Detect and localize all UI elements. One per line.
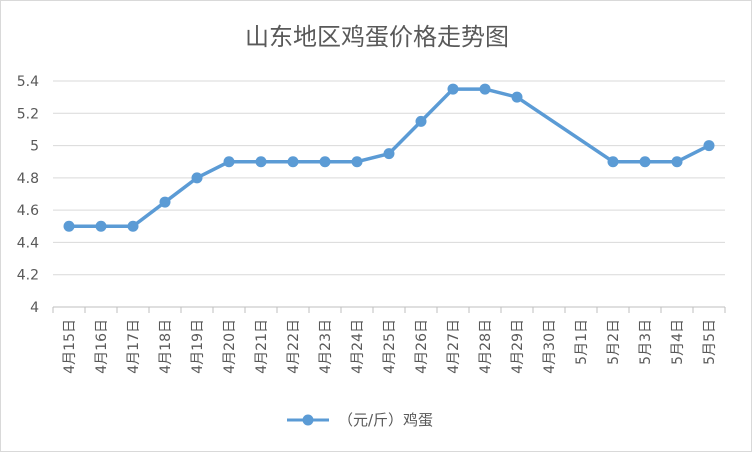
x-tick-label: 5月2日 — [606, 319, 622, 365]
x-tick-label: 4月17日 — [126, 319, 142, 374]
x-tick-label: 4月24日 — [350, 319, 366, 374]
x-tick-label: 4月26日 — [414, 319, 430, 374]
data-point — [63, 220, 75, 232]
series-layer — [63, 83, 715, 232]
data-point — [223, 156, 235, 168]
x-tick-label: 4月20日 — [222, 319, 238, 374]
data-point — [511, 91, 523, 103]
data-point — [287, 156, 299, 168]
x-tick-label: 5月5日 — [702, 319, 718, 365]
x-tick-label: 4月23日 — [318, 319, 334, 374]
data-point — [639, 156, 651, 168]
y-axis: 4 4.2 4.4 4.6 4.8 5 5.2 5.4 — [17, 74, 39, 316]
x-tick-label: 4月22日 — [286, 319, 302, 374]
legend-label: （元/斤）鸡蛋 — [338, 411, 433, 429]
x-tick-label: 5月1日 — [574, 319, 590, 365]
legend-dot-marker — [302, 414, 314, 426]
y-tick-label: 4.2 — [17, 268, 39, 284]
data-point — [159, 196, 171, 208]
y-tick-label: 4.8 — [17, 171, 39, 187]
y-tick-label: 5 — [30, 139, 39, 155]
x-tick-label: 4月21日 — [254, 319, 270, 374]
data-point — [479, 83, 491, 95]
x-tick-label: 4月19日 — [190, 319, 206, 374]
y-tick-label: 5.2 — [17, 106, 39, 122]
x-tick-label: 4月16日 — [94, 319, 110, 374]
y-tick-label: 4.4 — [17, 235, 39, 251]
data-point — [127, 220, 139, 232]
data-point — [319, 156, 331, 168]
data-point — [447, 83, 459, 95]
data-point — [351, 156, 363, 168]
x-axis: 4月15日 4月16日 4月17日 4月18日 4月19日 4月20日 4月21日 4月22日… — [52, 307, 726, 374]
data-point — [415, 115, 427, 127]
x-tick-label: 5月4日 — [670, 319, 686, 365]
data-point — [671, 156, 683, 168]
chart-title: 山东地区鸡蛋价格走势图 — [245, 23, 509, 51]
x-tick-label: 4月27日 — [446, 319, 462, 374]
data-point — [703, 140, 715, 152]
data-point — [607, 156, 619, 168]
y-tick-label: 4.6 — [17, 203, 39, 219]
gridlines — [53, 80, 725, 308]
x-tick-label: 4月18日 — [158, 319, 174, 374]
y-tick-label: 4 — [30, 300, 39, 316]
data-point — [191, 172, 203, 184]
y-tick-label: 5.4 — [17, 74, 39, 90]
data-point — [95, 220, 107, 232]
x-tick-label: 4月25日 — [382, 319, 398, 374]
data-point — [255, 156, 267, 168]
x-tick-label: 5月3日 — [638, 319, 654, 365]
x-tick-label: 4月28日 — [478, 319, 494, 374]
x-tick-label: 4月15日 — [62, 319, 78, 374]
data-point — [383, 148, 395, 160]
x-tick-label: 4月30日 — [542, 319, 558, 374]
legend: （元/斤）鸡蛋 — [287, 411, 433, 429]
x-tick-label: 4月29日 — [510, 319, 526, 374]
